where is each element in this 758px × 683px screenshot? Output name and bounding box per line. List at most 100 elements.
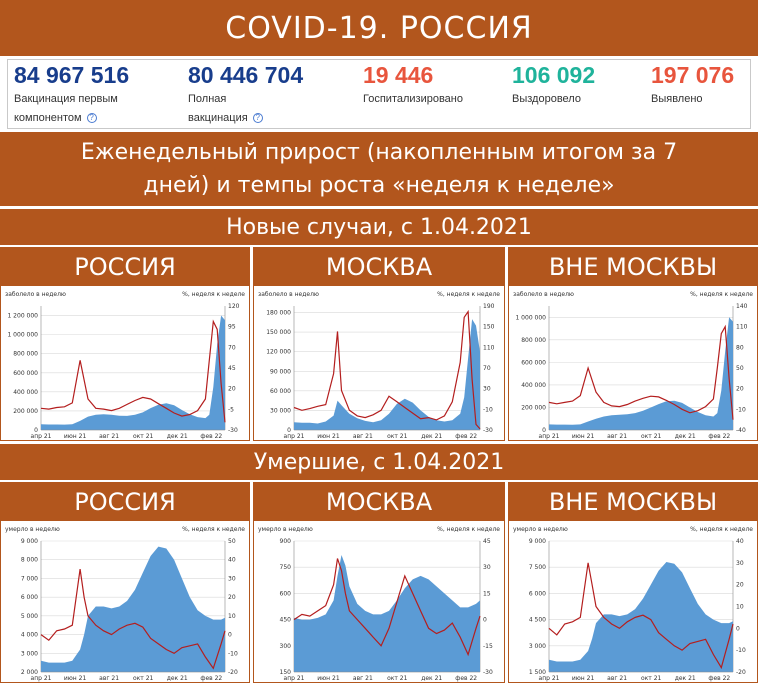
x-tick-label: фев 22 <box>455 433 477 440</box>
y-tick-label: 1 000 000 <box>7 332 38 339</box>
section-title-deaths: Умершие, с 1.04.2021 <box>0 444 758 480</box>
y2-tick-label: 110 <box>736 324 748 331</box>
y2-tick-label: 30 <box>736 560 744 567</box>
panel-title: МОСКВА <box>254 248 504 286</box>
stat-vaccination-first: 84 967 516 Вакцинация первым компонентом… <box>14 62 129 127</box>
y2-tick-label: 50 <box>228 538 236 545</box>
y2-tick-label: 110 <box>483 344 495 351</box>
y2-tick-label: 10 <box>228 613 236 620</box>
y2-tick-label: 45 <box>483 538 491 545</box>
x-tick-label: июн 21 <box>317 433 340 440</box>
y-tick-label: 200 000 <box>521 404 546 411</box>
y2-tick-label: -20 <box>228 669 238 676</box>
y-tick-label: 900 <box>280 538 292 545</box>
help-icon[interactable]: ? <box>252 113 263 124</box>
banner-line-2: дней) и темпы роста «неделя к неделе» <box>143 173 615 198</box>
stats-panel: 84 967 516 Вакцинация первым компонентом… <box>7 59 751 129</box>
y-tick-label: 0 <box>34 427 38 434</box>
chart-panel-deaths-moscow: МОСКВА умерло в неделю %, неделя к неделе… <box>253 482 505 683</box>
x-tick-label: июн 21 <box>64 675 87 682</box>
y2-tick-label: 140 <box>736 303 748 310</box>
y-tick-label: 600 000 <box>13 370 38 377</box>
x-tick-label: авг 21 <box>353 433 373 440</box>
x-tick-label: июн 21 <box>317 675 340 682</box>
stat-label: Полная <box>188 93 227 105</box>
y-tick-label: 3 000 <box>21 650 38 657</box>
x-tick-label: фев 22 <box>708 675 730 682</box>
y-tick-label: 200 000 <box>13 408 38 415</box>
y-tick-label: 6 000 <box>529 590 546 597</box>
x-tick-label: июн 21 <box>64 433 87 440</box>
panel-title: ВНЕ МОСКВЫ <box>509 483 757 521</box>
stat-label: Выздоровело <box>512 93 581 105</box>
y-tick-label: 400 000 <box>13 389 38 396</box>
area-series <box>41 315 225 430</box>
y2-tick-label: 15 <box>483 590 491 597</box>
y2-tick-label: 80 <box>736 344 744 351</box>
x-tick-label: авг 21 <box>607 433 627 440</box>
y-tick-label: 800 000 <box>13 351 38 358</box>
y2-tick-label: 40 <box>736 538 744 545</box>
panel-title: РОССИЯ <box>1 248 249 286</box>
panel-title: ВНЕ МОСКВЫ <box>509 248 757 286</box>
line-series <box>293 558 481 657</box>
left-axis-title: умерло в неделю <box>258 526 313 533</box>
x-tick-label: авг 21 <box>99 433 119 440</box>
y-tick-label: 60 000 <box>270 388 291 395</box>
stat-value: 84 967 516 <box>14 62 130 88</box>
left-axis-title: заболело в неделю <box>258 291 319 298</box>
y-tick-label: 4 500 <box>529 617 546 624</box>
stat-recovered: 106 092 Выздоровело <box>512 62 595 108</box>
y2-tick-label: -10 <box>483 406 493 413</box>
y2-tick-label: 0 <box>736 625 740 632</box>
y-tick-label: 150 000 <box>266 329 291 336</box>
left-axis-title: умерло в неделю <box>513 526 568 533</box>
x-tick-label: окт 21 <box>133 675 154 682</box>
y-tick-label: 6 000 <box>21 594 38 601</box>
y-tick-label: 400 000 <box>521 382 546 389</box>
y2-tick-label: 30 <box>483 386 491 393</box>
x-tick-label: фев 22 <box>708 433 730 440</box>
right-axis-title: %, неделя к неделе <box>182 291 245 298</box>
chart-svg: заболело в неделю %, неделя к неделе 0 200 … <box>513 291 753 440</box>
stat-value: 106 092 <box>512 62 596 88</box>
y-tick-label: 600 <box>280 590 292 597</box>
x-tick-label: апр 21 <box>284 675 305 682</box>
panel-title: МОСКВА <box>254 483 504 521</box>
y2-tick-label: 40 <box>228 557 236 564</box>
area-series <box>549 317 733 430</box>
x-tick-label: окт 21 <box>641 675 662 682</box>
stat-label: Выявлено <box>651 93 703 105</box>
stat-value: 19 446 <box>363 62 434 88</box>
right-axis-title: %, неделя к неделе <box>690 526 753 533</box>
x-tick-label: фев 22 <box>455 675 477 682</box>
y2-tick-label: 70 <box>228 344 236 351</box>
y2-tick-label: -15 <box>483 643 493 650</box>
y2-tick-label: -5 <box>228 406 234 413</box>
x-tick-label: апр 21 <box>539 433 560 440</box>
y2-tick-label: 30 <box>483 564 491 571</box>
x-tick-label: авг 21 <box>353 675 373 682</box>
y2-tick-label: -10 <box>736 406 746 413</box>
y-tick-label: 90 000 <box>270 368 291 375</box>
x-tick-label: авг 21 <box>607 675 627 682</box>
y-tick-label: 30 000 <box>270 407 291 414</box>
y-tick-label: 8 000 <box>21 557 38 564</box>
y2-tick-label: 120 <box>228 303 240 310</box>
x-tick-label: июн 21 <box>572 675 595 682</box>
chart-svg: заболело в неделю %, неделя к неделе 0 200 … <box>5 291 245 440</box>
help-icon[interactable]: ? <box>86 113 97 124</box>
y2-tick-label: 150 <box>483 324 495 331</box>
y-tick-label: 800 000 <box>521 337 546 344</box>
x-tick-label: апр 21 <box>31 675 52 682</box>
stat-hospitalized: 19 446 Госпитализировано <box>363 62 463 108</box>
area-series <box>41 546 225 672</box>
right-axis-title: %, неделя к неделе <box>437 291 500 298</box>
chart-svg: заболело в неделю %, неделя к неделе 0 30 0… <box>258 291 500 440</box>
x-tick-label: дек 21 <box>675 675 696 682</box>
x-tick-label: апр 21 <box>539 675 560 682</box>
section-title-cases: Новые случаи, с 1.04.2021 <box>0 209 758 245</box>
y-tick-label: 9 000 <box>529 538 546 545</box>
y-tick-label: 0 <box>542 427 546 434</box>
x-tick-label: дек 21 <box>421 675 442 682</box>
